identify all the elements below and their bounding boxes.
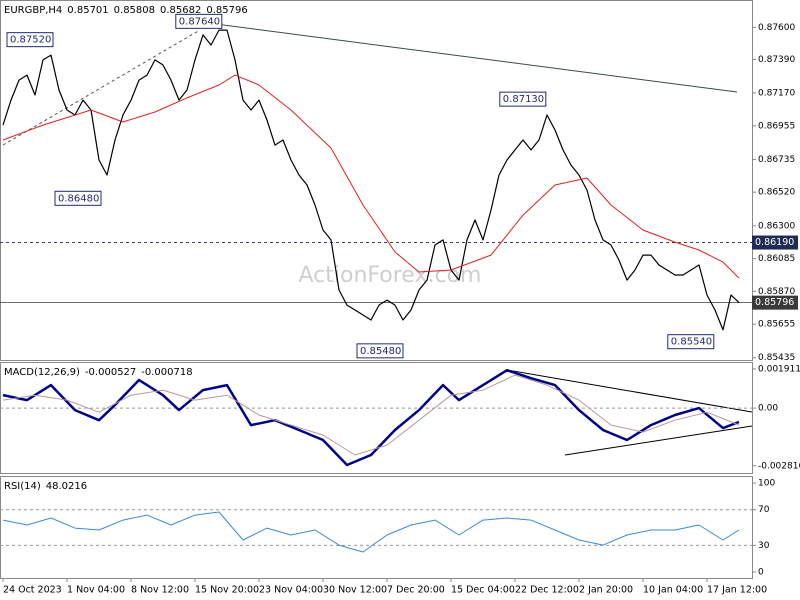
y-tick-label: 100 (758, 479, 775, 489)
annotation-label: 0.87640 (179, 16, 220, 27)
y-tick-label: 0.87600 (758, 23, 795, 33)
y-tick-label: 0.86300 (758, 221, 795, 231)
annotation-label: 0.86480 (58, 193, 99, 204)
x-tick-label: 15 Nov 20:00 (195, 585, 259, 596)
series-line (2, 368, 740, 467)
y-tick-label: -0.002816 (758, 461, 800, 471)
panel-reading: 0.85701 (67, 5, 108, 16)
level-label: 0.86190 (755, 237, 794, 248)
x-tick-label: 23 Nov 04:00 (259, 585, 323, 596)
annotation-label: 0.87130 (503, 94, 544, 105)
level-label: 0.85796 (755, 297, 794, 308)
panel-reading: 0.85796 (206, 5, 247, 16)
x-tick-label: 17 Jan 12:00 (707, 585, 767, 596)
y-tick-label: 0.86955 (758, 121, 795, 131)
x-tick-label: 2 Jan 20:00 (579, 585, 633, 596)
annotation-box (667, 334, 715, 350)
panel-reading: -0.000718 (141, 367, 192, 378)
y-tick-label: 0.86520 (758, 188, 795, 198)
x-tick-label: 30 Nov 12:00 (323, 585, 387, 596)
macd-trend-line (564, 425, 753, 456)
level-box (752, 235, 798, 250)
y-tick-label: 0.86735 (758, 155, 795, 165)
y-tick-label: 70 (758, 505, 770, 515)
y-tick-label: 30 (758, 541, 770, 551)
y-tick-label: 0.87170 (758, 89, 795, 99)
level-box (752, 295, 798, 310)
y-tick-label: 0.85655 (758, 320, 795, 330)
panel-reading: -0.000527 (85, 367, 136, 378)
panel-title: EURGBP,H4 (4, 5, 62, 16)
panel-title: MACD(12,26,9) (4, 367, 80, 378)
annotation-label: 0.85540 (671, 337, 712, 348)
annotation-box (54, 190, 102, 206)
annotation-box (356, 343, 404, 359)
y-tick-label: 0.87390 (758, 55, 795, 65)
annotation-label: 0.85480 (360, 346, 401, 357)
y-tick-label: 0.00 (758, 404, 778, 414)
y-tick-label: 0.86085 (758, 254, 795, 264)
x-tick-label: 1 Nov 04:00 (67, 585, 125, 596)
annotation-box (6, 32, 54, 48)
panel-title: RSI(14) (4, 481, 41, 492)
x-tick-label: 10 Jan 04:00 (643, 585, 703, 596)
x-tick-label: 15 Dec 04:00 (451, 585, 515, 596)
x-tick-label: 24 Oct 2023 (3, 585, 62, 596)
panel-reading: 0.85682 (160, 5, 201, 16)
macd-panel (0, 362, 753, 474)
watermark: ActionForex.com (299, 263, 482, 288)
x-tick-label: 22 Dec 12:00 (515, 585, 579, 596)
trend-line (2, 29, 201, 146)
series-line (2, 74, 740, 279)
macd-trend-line (506, 369, 753, 413)
y-tick-label: 0.85435 (758, 353, 795, 363)
y-tick-label: 0 (758, 568, 764, 578)
panel-reading: 0.85808 (114, 5, 155, 16)
series-line (2, 374, 740, 456)
annotation-box (175, 13, 223, 29)
series-line (2, 511, 740, 553)
panel-reading: 48.0216 (46, 481, 87, 492)
trend-line (199, 21, 738, 93)
y-tick-label: 0.85870 (758, 287, 795, 297)
annotation-box (499, 91, 547, 107)
x-tick-label: 8 Nov 12:00 (131, 585, 189, 596)
y-tick-label: 0.001911 (758, 364, 800, 374)
rsi-panel (0, 476, 753, 579)
annotation-label: 0.87520 (10, 35, 51, 46)
series-line (2, 29, 740, 331)
x-tick-label: 7 Dec 20:00 (387, 585, 445, 596)
price-panel (0, 0, 753, 361)
